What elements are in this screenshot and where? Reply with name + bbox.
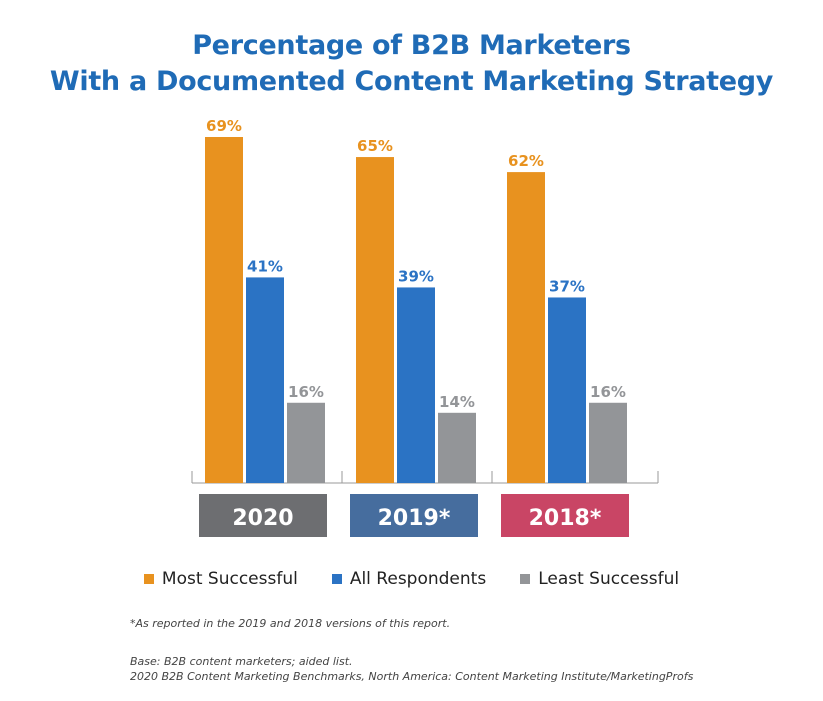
chart-title-line-2: With a Documented Content Marketing Stra… [49,66,774,97]
chart-title: Percentage of B2B Marketers With a Docum… [0,28,823,100]
legend-swatch-all-respondents [331,574,342,584]
bar-most-successful-2019 [356,157,394,483]
bar-all-respondents-2019 [397,287,435,483]
chart-title-line-1: Percentage of B2B Marketers [192,30,631,61]
legend-label-least-successful: Least Successful [538,569,680,589]
legend-swatch-least-successful [520,574,531,584]
category-box-2018 [501,494,629,537]
data-label-all-respondents-2019: 39% [398,267,434,285]
legend-label-most-successful: Most Successful [161,569,298,589]
category-label-2019: 2019* [378,506,451,531]
data-label-most-successful-2018: 62% [508,152,544,170]
category-box-2019 [350,494,478,537]
footnote-source: 2020 B2B Content Marketing Benchmarks, N… [130,670,694,683]
category-label-2020: 2020 [232,506,293,531]
legend-item-most-successful: Most Successful [143,569,298,589]
data-label-least-successful-2019: 14% [439,393,475,411]
category-box-2020 [199,494,327,537]
footnote-asterisk: *As reported in the 2019 and 2018 versio… [130,617,451,630]
legend-label-all-respondents: All Respondents [349,569,487,589]
data-label-least-successful-2020: 16% [288,383,324,401]
data-label-most-successful-2019: 65% [357,137,393,155]
legend-item-least-successful: Least Successful [520,569,679,589]
footnote-base: Base: B2B content marketers; aided list. [130,655,353,668]
legend-swatch-most-successful [143,574,154,584]
chart-legend: Most Successful All Respondents Least Su… [0,569,823,589]
bar-least-successful-2020 [287,402,325,483]
legend-item-all-respondents: All Respondents [331,569,487,589]
bar-chart: 69% 41% 16% 2020 65% 39% 14% 2019* 62% 37% 16% 2018… [191,117,659,537]
bar-all-respondents-2018 [548,297,586,483]
category-label-2018: 2018* [529,506,602,531]
bar-least-successful-2019 [438,412,476,483]
bar-least-successful-2018 [589,402,627,483]
data-label-most-successful-2020: 69% [206,117,242,135]
data-label-all-respondents-2020: 41% [247,257,283,275]
bar-most-successful-2018 [507,172,545,484]
data-label-least-successful-2018: 16% [590,383,626,401]
data-label-all-respondents-2018: 37% [549,277,585,295]
bar-most-successful-2020 [205,137,243,483]
bar-all-respondents-2020 [246,277,284,483]
